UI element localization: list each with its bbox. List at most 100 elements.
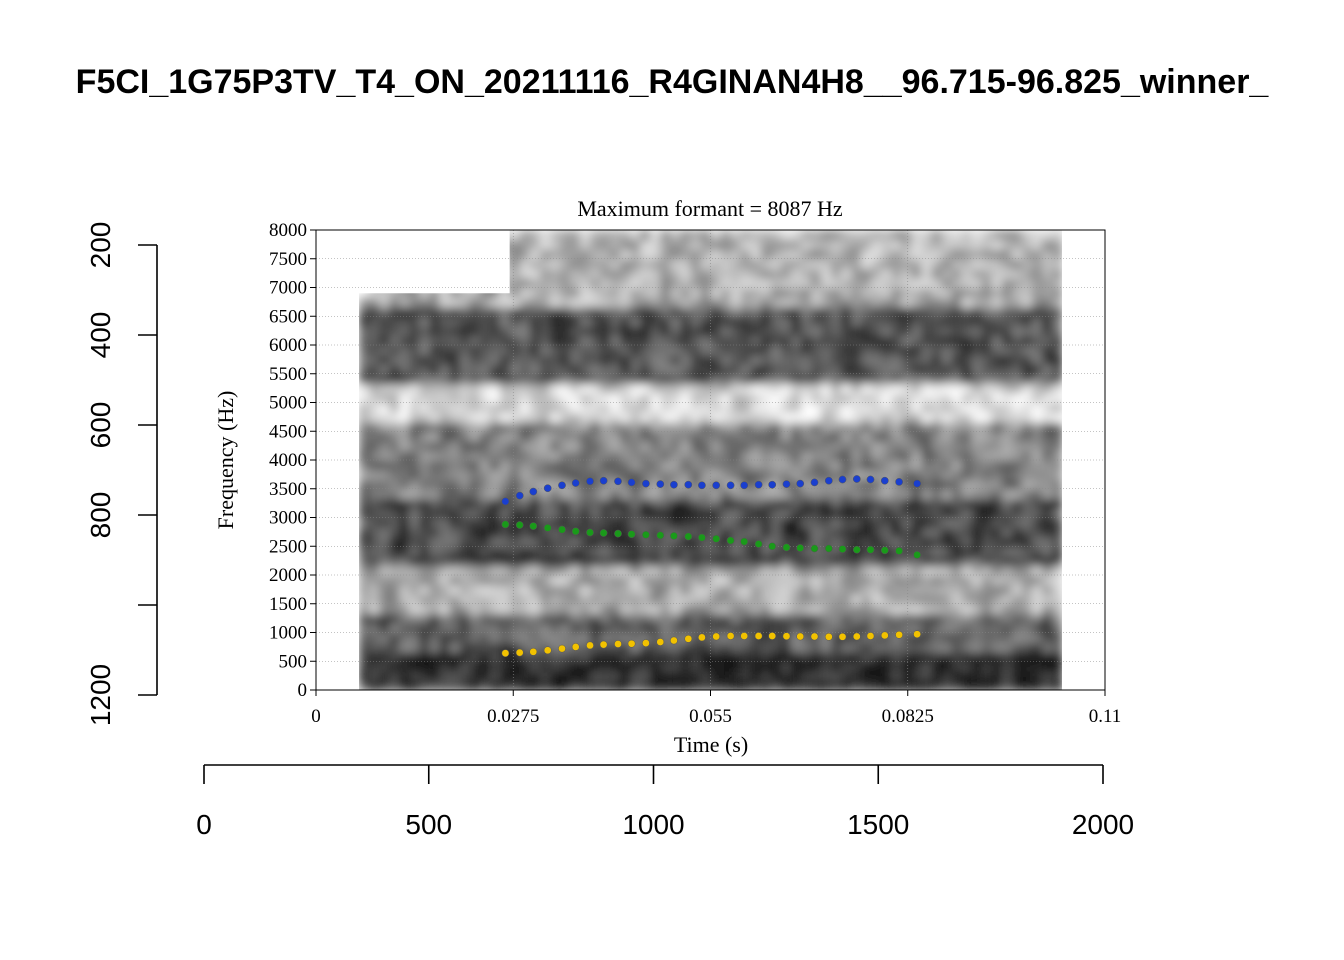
spectrogram-cell [630, 622, 642, 634]
spectrogram-cell [539, 450, 551, 461]
spectrogram-cell [519, 584, 531, 596]
spectrogram-cell [660, 335, 672, 346]
spectrogram-cell [620, 565, 632, 576]
spectrogram-cell [841, 297, 852, 308]
spectrogram-cell [409, 546, 421, 557]
spectrogram-cell [901, 670, 913, 682]
spectrogram-cell [700, 325, 712, 337]
spectrogram-cell [861, 230, 873, 241]
spectrogram-cell [821, 383, 832, 394]
spectrogram-cell [800, 412, 812, 423]
spectrogram-cell [871, 268, 883, 279]
spectrogram-cell [921, 479, 933, 490]
spectrogram-cell [821, 527, 832, 538]
spectrogram-cell [800, 632, 812, 644]
spectrogram-cell [509, 354, 521, 366]
spectrogram-cell [891, 460, 903, 471]
spectrogram-cell [1021, 402, 1033, 414]
spectrogram-cell [710, 354, 722, 366]
spectrogram-cell [509, 431, 521, 442]
point-f2 [782, 543, 791, 552]
spectrogram-cell [529, 584, 541, 596]
spectrogram-cell [851, 507, 863, 519]
spectrogram-cell [379, 622, 391, 634]
spectrogram-cell [1051, 670, 1063, 682]
spectrogram-cell [710, 335, 722, 346]
spectrogram-cell [549, 488, 561, 500]
spectrogram-cell [1031, 555, 1043, 567]
spectrogram-cell [489, 498, 501, 509]
spectrogram-cell [790, 555, 802, 567]
spectrogram-cell [810, 316, 822, 327]
spectrogram-cell [991, 642, 1003, 653]
spectrogram-cell [1011, 594, 1023, 605]
spectrogram-cell [549, 575, 561, 586]
spectrogram-cell [780, 402, 792, 414]
spectrogram-cell [459, 402, 471, 414]
point-f3 [726, 481, 735, 490]
spectrogram-cell [720, 575, 732, 586]
gridlines [316, 230, 1105, 690]
spectrogram-cell [529, 345, 541, 356]
point-f2 [712, 534, 721, 543]
spectrogram-cell [640, 249, 652, 260]
spectrogram-cell [529, 498, 541, 509]
spectrogram-cell [710, 268, 722, 279]
spectrogram-cell [389, 565, 401, 576]
spectrogram-cell [489, 536, 501, 548]
spectrogram-cell [529, 297, 541, 308]
spectrogram-cell [981, 277, 993, 289]
spectrogram-cell [429, 651, 441, 663]
spectrogram-cell [539, 661, 551, 672]
spectrogram-cell [1011, 670, 1023, 682]
spectrogram-cell [509, 316, 521, 327]
spectrogram-cell [389, 651, 401, 663]
spectrogram-cell [1051, 450, 1063, 461]
spectrogram-cell [439, 546, 451, 557]
spectrogram-cell [951, 479, 963, 490]
spectrogram-cell [971, 431, 983, 442]
spectrogram-cell [499, 364, 511, 375]
spectrogram-cell [911, 575, 923, 586]
spectrogram-cell [911, 258, 923, 270]
spectrogram-cell [399, 450, 411, 461]
spectrogram-cell [861, 316, 873, 327]
spectrogram-cell [730, 603, 742, 615]
spectrogram-cell [429, 680, 441, 690]
spectrogram-cell [851, 565, 863, 576]
spectrogram-cell [469, 632, 481, 644]
spectrogram-cell [740, 603, 752, 615]
spectrogram-cell [780, 316, 792, 327]
spectrogram-cell [459, 536, 471, 548]
spectrogram-cell [610, 277, 622, 289]
spectrogram-cell [911, 594, 923, 605]
spectrogram-cell [981, 392, 993, 404]
spectrogram-cell [931, 575, 943, 586]
spectrogram-cell [790, 316, 802, 327]
spectrogram-cell [981, 651, 993, 663]
spectrogram-cell [499, 431, 511, 442]
spectrogram-cell [429, 383, 441, 394]
spectrogram-cell [680, 603, 692, 615]
spectrogram-cell [459, 440, 471, 452]
spectrogram-cell [881, 335, 893, 346]
spectrogram-cell [600, 392, 611, 404]
spectrogram-cell [690, 316, 702, 327]
spectrogram-cell [429, 421, 441, 433]
spectrogram-cell [1011, 632, 1023, 644]
spectrogram-cell [740, 316, 752, 327]
spectrogram-cell [549, 306, 561, 318]
spectrogram-cell [911, 431, 923, 442]
spectrogram-cell [931, 651, 943, 663]
spectrogram-cell [941, 440, 953, 452]
spectrogram-cell [690, 460, 702, 471]
spectrogram-cell [590, 239, 601, 251]
spectrogram-cell [379, 392, 391, 404]
point-f3 [571, 479, 580, 487]
spectrogram-cell [800, 364, 812, 375]
spectrogram-cell [680, 498, 692, 509]
spectrogram-cell [871, 517, 883, 529]
spectrogram-cell [419, 517, 431, 529]
spectrogram-cell [841, 412, 852, 423]
